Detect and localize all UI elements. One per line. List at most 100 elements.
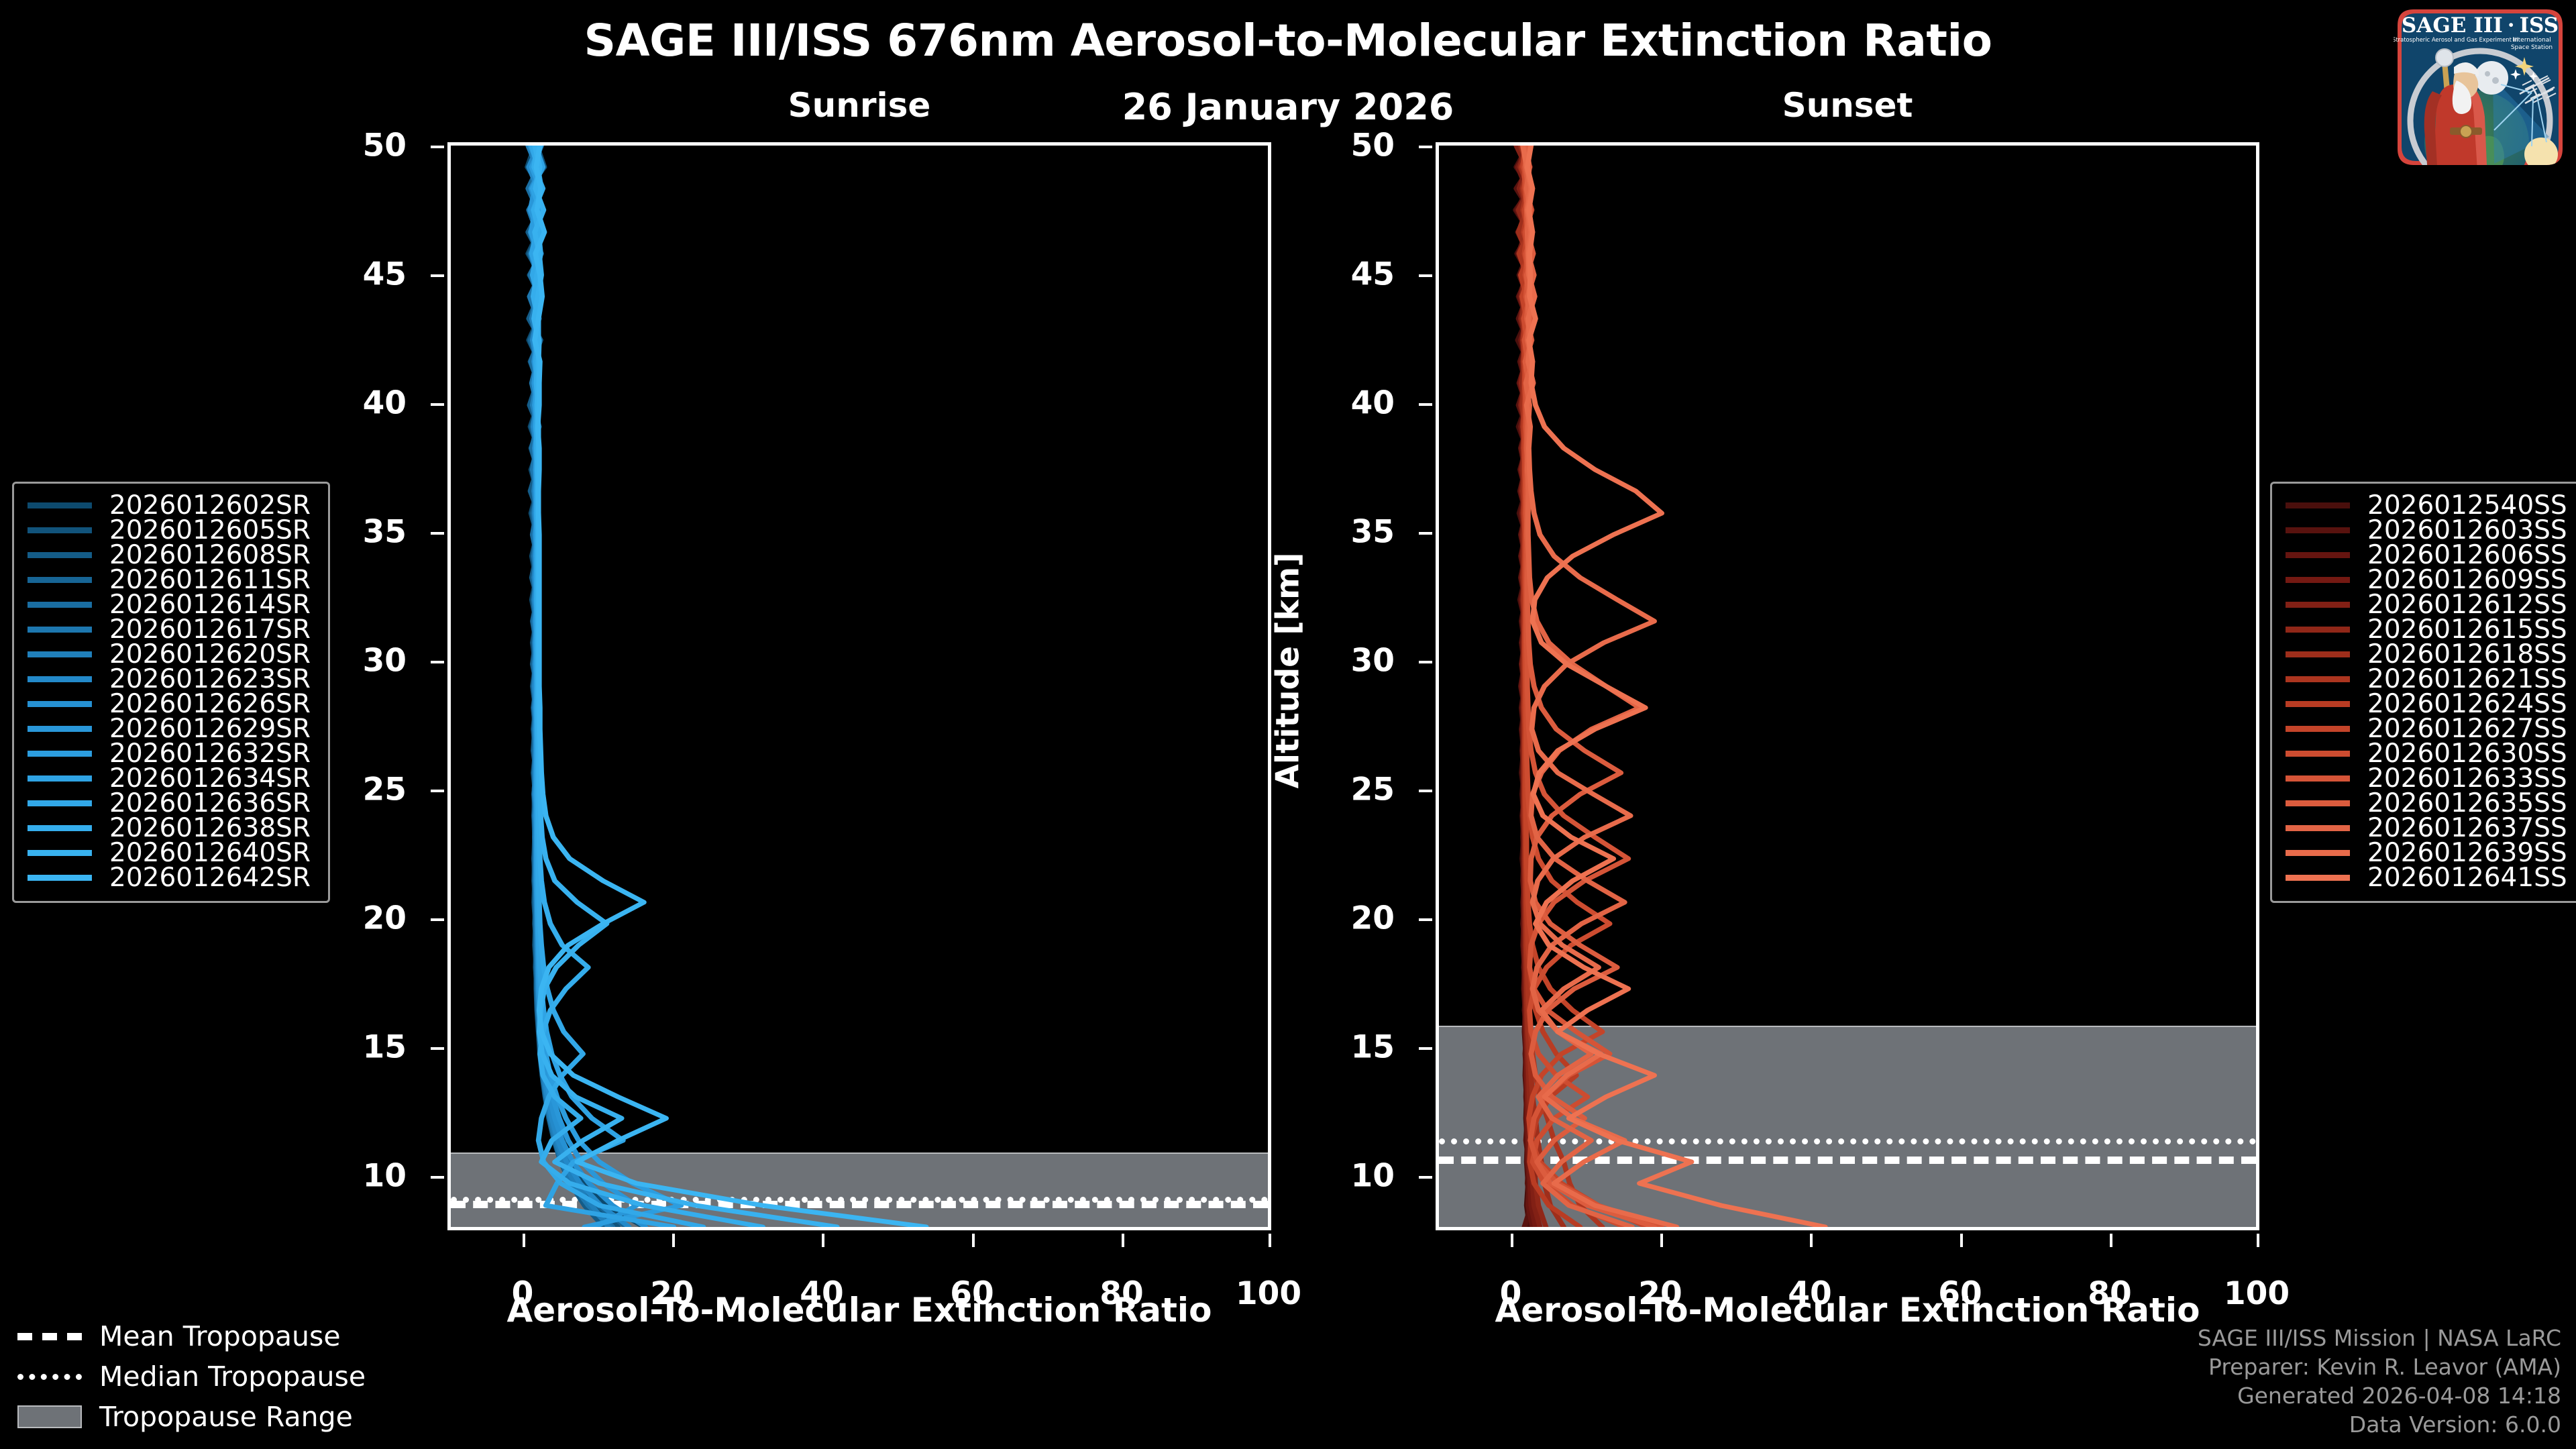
mean-tropopause-line-sunset xyxy=(1439,1157,2256,1164)
series-color-swatch xyxy=(28,751,92,757)
x-tick-label-sunrise: 80 xyxy=(1099,1275,1144,1312)
legend-item-mean-tropopause[interactable]: Mean Tropopause xyxy=(17,1316,366,1356)
series-label: 2026012633SS xyxy=(2367,763,2567,794)
y-tick-sunset: 25 xyxy=(1351,771,1432,808)
legend-item[interactable]: 2026012641SS xyxy=(2286,863,2567,893)
series-label: 2026012606SS xyxy=(2367,540,2567,570)
y-tick-sunrise: 40 xyxy=(363,385,444,422)
series-color-swatch xyxy=(28,850,92,856)
legend-item[interactable]: 2026012617SR xyxy=(28,614,311,645)
series-label: 2026012620SR xyxy=(109,639,311,669)
legend-item[interactable]: 2026012606SS xyxy=(2286,540,2567,570)
series-color-swatch xyxy=(28,651,92,657)
y-tick-label-sunset: 20 xyxy=(1350,900,1395,937)
legend-item[interactable]: 2026012623SR xyxy=(28,664,311,694)
series-color-swatch xyxy=(28,875,92,881)
series-color-swatch xyxy=(28,577,92,583)
x-tick-sunset: 80 xyxy=(2088,1234,2132,1312)
median-tropopause-line-sunrise xyxy=(451,1197,1268,1203)
atmosphere-sphere xyxy=(2475,61,2508,95)
legend-item[interactable]: 2026012602SR xyxy=(28,490,311,521)
series-color-swatch xyxy=(28,552,92,558)
y-tick-sunset: 45 xyxy=(1351,256,1432,293)
legend-item[interactable]: 2026012630SS xyxy=(2286,739,2567,769)
series-color-swatch xyxy=(28,502,92,508)
legend-item-tropopause-range[interactable]: Tropopause Range xyxy=(17,1397,366,1437)
legend-item[interactable]: 2026012636SR xyxy=(28,788,311,818)
series-label: 2026012636SR xyxy=(109,788,311,818)
legend-item[interactable]: 2026012612SS xyxy=(2286,590,2567,620)
legend-item-median-tropopause[interactable]: Median Tropopause xyxy=(17,1356,366,1397)
x-tick-sunset: 40 xyxy=(1788,1234,1832,1312)
series-color-swatch xyxy=(2286,552,2350,558)
y-tick-sunrise: 30 xyxy=(363,643,444,680)
legend-item[interactable]: 2026012621SS xyxy=(2286,664,2567,694)
y-tick-label-sunset: 15 xyxy=(1350,1028,1395,1066)
legend-item[interactable]: 2026012609SS xyxy=(2286,565,2567,595)
legend-item[interactable]: 2026012627SS xyxy=(2286,714,2567,744)
sunrise-series-curves xyxy=(525,146,929,1227)
legend-item[interactable]: 2026012614SR xyxy=(28,590,311,620)
legend-item[interactable]: 2026012639SS xyxy=(2286,838,2567,868)
legend-item[interactable]: 2026012632SR xyxy=(28,739,311,769)
sphere-detail xyxy=(2485,71,2490,76)
series-color-swatch xyxy=(28,800,92,806)
legend-item[interactable]: 2026012624SS xyxy=(2286,689,2567,719)
series-color-swatch xyxy=(28,602,92,608)
series-color-swatch xyxy=(28,775,92,782)
legend-item[interactable]: 2026012618SS xyxy=(2286,639,2567,669)
y-tick-sunset: 15 xyxy=(1351,1029,1432,1066)
x-tick-label-sunrise: 0 xyxy=(511,1275,534,1312)
y-tick-label-sunset: 45 xyxy=(1350,256,1395,293)
series-color-swatch xyxy=(28,726,92,732)
series-color-swatch xyxy=(2286,577,2350,583)
series-color-swatch xyxy=(2286,850,2350,856)
legend-item[interactable]: 2026012638SR xyxy=(28,813,311,843)
legend-item[interactable]: 2026012605SR xyxy=(28,515,311,545)
series-color-swatch xyxy=(2286,602,2350,608)
series-label: 2026012608SR xyxy=(109,540,311,570)
legend-item[interactable]: 2026012603SS xyxy=(2286,515,2567,545)
legend-item[interactable]: 2026012640SR xyxy=(28,838,311,868)
legend-item[interactable]: 2026012615SS xyxy=(2286,614,2567,645)
y-tick-label-sunrise: 35 xyxy=(362,513,407,551)
series-color-swatch xyxy=(2286,726,2350,732)
series-label: 2026012630SS xyxy=(2367,739,2567,769)
series-label: 2026012641SS xyxy=(2367,863,2567,893)
mean-tropopause-line-sunrise xyxy=(451,1201,1268,1208)
legend-item[interactable]: 2026012611SR xyxy=(28,565,311,595)
series-color-swatch xyxy=(2286,527,2350,533)
series-label: 2026012629SR xyxy=(109,714,311,744)
legend-item[interactable]: 2026012540SS xyxy=(2286,490,2567,521)
sunset-event-legend[interactable]: 2026012540SS 2026012603SS 2026012606SS 2… xyxy=(2270,482,2576,903)
legend-item[interactable]: 2026012637SS xyxy=(2286,813,2567,843)
orbit-ring xyxy=(2407,48,2553,165)
legend-item[interactable]: 2026012629SR xyxy=(28,714,311,744)
sage-figure xyxy=(2424,48,2487,165)
series-color-swatch xyxy=(28,701,92,707)
legend-item[interactable]: 2026012620SR xyxy=(28,639,311,669)
x-tick-label-sunset: 80 xyxy=(2088,1275,2132,1312)
logo-title: SAGE III · ISS xyxy=(2402,13,2559,38)
series-color-swatch xyxy=(2286,775,2350,782)
legend-item[interactable]: 2026012633SS xyxy=(2286,763,2567,794)
series-label: 2026012642SR xyxy=(109,863,311,893)
y-tick-sunset: 40 xyxy=(1351,385,1432,422)
series-label: 2026012618SS xyxy=(2367,639,2567,669)
legend-item[interactable]: 2026012608SR xyxy=(28,540,311,570)
legend-item[interactable]: 2026012634SR xyxy=(28,763,311,794)
mission-patch-svg: BALL · NASA · CASIS · ESA · LaRC · CNES … xyxy=(2392,9,2563,165)
x-tick-label-sunrise: 20 xyxy=(650,1275,694,1312)
median-tropopause-line-sunset xyxy=(1439,1138,2256,1144)
series-label: 2026012605SR xyxy=(109,515,311,545)
y-tick-label-sunrise: 10 xyxy=(362,1157,407,1195)
sunrise-event-legend[interactable]: 2026012602SR 2026012605SR 2026012608SR 2… xyxy=(12,482,330,903)
legend-item[interactable]: 2026012626SR xyxy=(28,689,311,719)
tropopause-legend[interactable]: Mean Tropopause Median Tropopause Tropop… xyxy=(17,1316,366,1437)
series-color-swatch xyxy=(2286,825,2350,831)
series-label: 2026012638SR xyxy=(109,813,311,843)
sunrise-plot-panel: 50 45 40 35 30 25 20 15 10 0 20 40 60 80… xyxy=(282,127,1302,1330)
legend-item[interactable]: 2026012635SS xyxy=(2286,788,2567,818)
x-tick-sunset: 60 xyxy=(1938,1234,1982,1312)
legend-item[interactable]: 2026012642SR xyxy=(28,863,311,893)
